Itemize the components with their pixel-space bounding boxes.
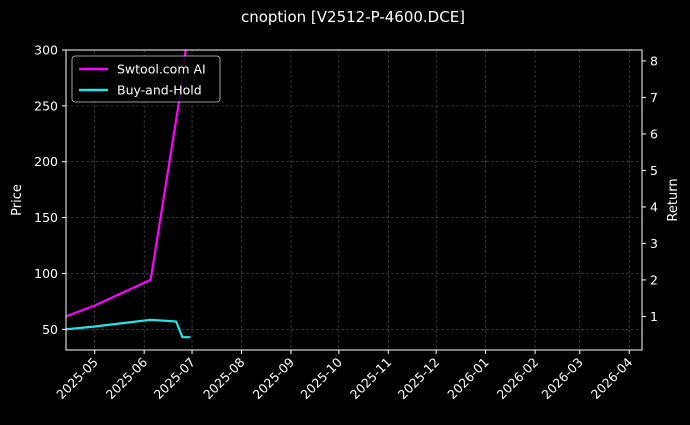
legend: Swtool.com AI Buy-and-Hold — [71, 55, 221, 103]
y-tick-label: 300 — [34, 43, 58, 58]
x-tick-label: 2025-12 — [395, 355, 443, 403]
y-tick-label: 200 — [34, 154, 58, 169]
x-tick-label: 2026-01 — [444, 355, 492, 403]
x-tick-label: 2025-11 — [347, 355, 395, 403]
y-axis-label: Price — [10, 184, 25, 216]
plot-frame — [65, 49, 643, 351]
y2-tick-label: 3 — [650, 236, 658, 251]
x-tick-label: 2025-07 — [151, 355, 199, 403]
x-tick-label: 2026-04 — [588, 354, 636, 402]
y2-tick-label: 2 — [650, 272, 658, 287]
y-axis-right: 1 2 3 4 5 6 7 8 — [642, 53, 658, 324]
y2-tick-label: 8 — [650, 53, 658, 68]
x-tick-label: 2026-02 — [494, 355, 542, 403]
y-tick-label: 150 — [34, 210, 58, 225]
legend-label: Swtool.com AI — [117, 62, 206, 77]
y2-tick-label: 7 — [650, 90, 658, 105]
y2-tick-label: 6 — [650, 126, 658, 141]
x-tick-label: 2025-10 — [297, 354, 345, 402]
x-tick-label: 2025-08 — [200, 354, 248, 402]
x-tick-label: 2026-03 — [538, 355, 586, 403]
y2-tick-label: 4 — [650, 199, 658, 214]
x-tick-label: 2025-09 — [250, 354, 298, 402]
y-tick-label: 250 — [34, 98, 58, 113]
y2-tick-label: 5 — [650, 163, 658, 178]
legend-box — [71, 55, 221, 103]
y-axis-left: 50 100 150 200 250 300 — [34, 43, 66, 337]
legend-label: Buy-and-Hold — [117, 83, 202, 98]
x-axis: 2025-05 2025-06 2025-07 2025-08 2025-09 2025-… — [53, 350, 635, 402]
x-tick-label: 2025-06 — [103, 354, 151, 402]
y2-tick-label: 1 — [650, 309, 658, 324]
y-tick-label: 50 — [42, 322, 58, 337]
chart-title: cnoption [V2512-P-4600.DCE] — [241, 8, 465, 26]
y2-axis-label: Return — [666, 178, 681, 221]
y-tick-label: 100 — [34, 266, 58, 281]
series-line — [65, 318, 191, 339]
x-tick-label: 2025-05 — [53, 355, 101, 403]
